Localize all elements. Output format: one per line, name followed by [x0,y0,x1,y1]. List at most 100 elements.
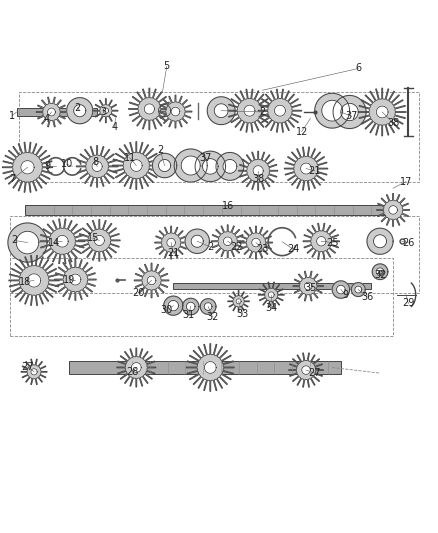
Polygon shape [303,223,339,260]
Polygon shape [275,105,286,116]
Text: 14: 14 [47,238,60,247]
Text: 27: 27 [21,361,34,372]
Polygon shape [216,152,244,180]
Polygon shape [67,98,93,124]
Text: 24: 24 [287,244,299,254]
Polygon shape [2,142,53,192]
Text: 5: 5 [164,61,170,71]
Polygon shape [9,255,59,305]
Text: 6: 6 [355,63,361,74]
Text: 23: 23 [256,244,268,254]
Polygon shape [8,223,47,262]
Text: 8: 8 [92,157,98,167]
Polygon shape [289,353,323,387]
Polygon shape [204,303,212,310]
Polygon shape [351,282,365,296]
Polygon shape [31,369,37,375]
Polygon shape [40,219,85,264]
Text: 1: 1 [9,111,15,122]
Text: 17: 17 [400,176,412,187]
Polygon shape [36,97,67,127]
Polygon shape [389,206,397,214]
Polygon shape [21,160,34,174]
Polygon shape [183,298,199,315]
Text: 28: 28 [126,367,138,377]
Polygon shape [173,284,371,289]
Polygon shape [25,205,389,215]
Text: 27: 27 [308,368,321,378]
Polygon shape [164,296,183,315]
Polygon shape [103,108,109,114]
Polygon shape [302,366,311,374]
Polygon shape [159,95,192,128]
Polygon shape [376,106,388,118]
Polygon shape [48,108,55,116]
Polygon shape [333,95,366,128]
Polygon shape [185,229,209,254]
Polygon shape [258,89,302,132]
Text: 22: 22 [230,242,243,252]
Text: 37: 37 [346,111,358,122]
Polygon shape [376,268,384,276]
Text: 2: 2 [157,145,163,155]
Polygon shape [94,235,104,246]
Polygon shape [341,103,358,120]
Polygon shape [205,361,216,373]
Polygon shape [284,147,328,190]
Polygon shape [367,228,393,254]
Polygon shape [117,348,156,387]
Polygon shape [358,88,406,136]
Text: 21: 21 [308,166,321,176]
Polygon shape [186,302,195,311]
Polygon shape [78,220,120,261]
Polygon shape [322,100,343,121]
Text: 2: 2 [74,103,81,112]
Text: 7: 7 [9,174,15,184]
Text: 4: 4 [44,114,50,124]
Polygon shape [236,299,241,304]
Polygon shape [268,292,274,298]
Polygon shape [155,226,187,259]
Polygon shape [167,238,176,247]
Polygon shape [244,105,255,116]
Text: 32: 32 [206,312,219,321]
Polygon shape [74,104,86,117]
Text: 16: 16 [222,200,234,211]
Polygon shape [239,151,278,190]
Polygon shape [332,281,350,298]
Text: 10: 10 [60,159,73,169]
Text: 11: 11 [124,152,136,163]
Text: 25: 25 [326,238,339,247]
Polygon shape [240,226,272,259]
Text: 15: 15 [87,233,99,243]
Polygon shape [16,231,39,254]
Polygon shape [186,344,234,391]
Polygon shape [171,107,180,116]
Polygon shape [144,104,155,114]
Polygon shape [152,154,177,177]
Polygon shape [174,149,207,182]
Polygon shape [211,225,244,258]
Polygon shape [228,89,271,132]
Text: 29: 29 [402,298,414,309]
Polygon shape [191,235,203,247]
Polygon shape [293,271,323,301]
Polygon shape [377,193,410,227]
Text: 31: 31 [182,310,194,320]
Polygon shape [336,285,345,294]
Text: 26: 26 [402,238,414,247]
Polygon shape [304,282,312,290]
Text: 19: 19 [63,274,75,285]
Polygon shape [69,361,341,374]
Polygon shape [28,274,41,287]
Polygon shape [113,142,160,189]
Text: 38: 38 [387,118,399,128]
Polygon shape [228,290,250,312]
Polygon shape [54,259,96,301]
Text: 2: 2 [259,107,266,117]
Polygon shape [223,159,237,173]
Polygon shape [200,298,216,314]
Polygon shape [300,163,311,174]
Polygon shape [258,282,284,308]
Polygon shape [202,158,218,174]
